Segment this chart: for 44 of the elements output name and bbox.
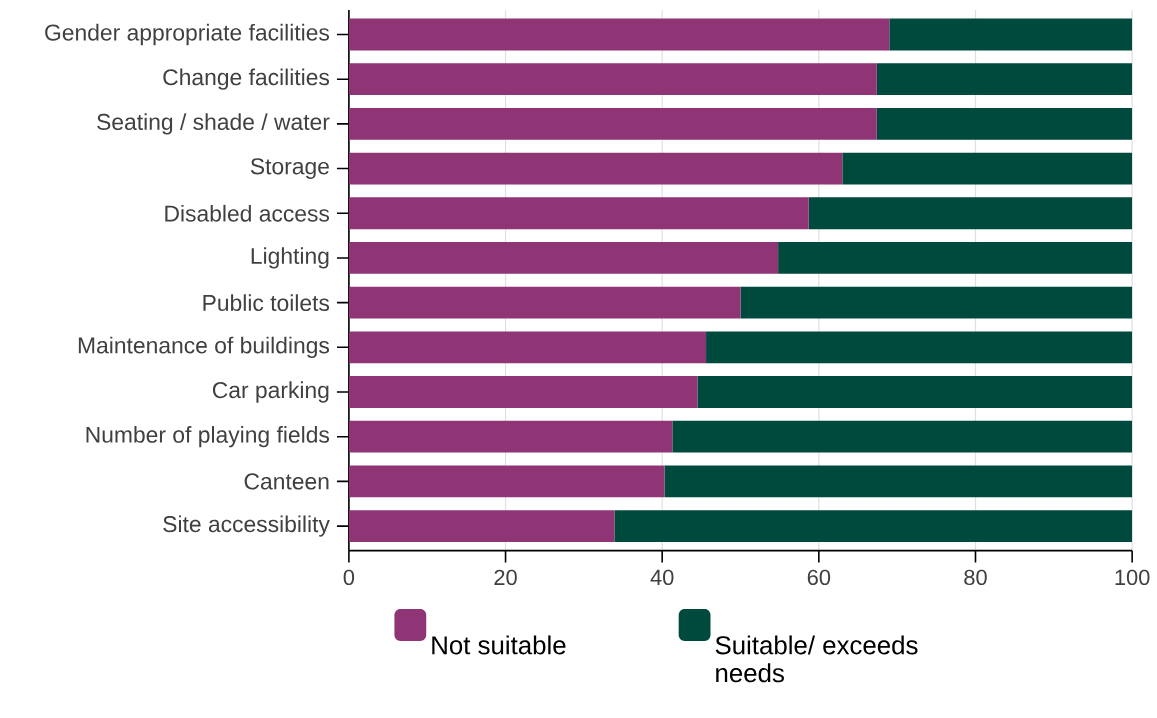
y-tick-label: Lighting bbox=[251, 247, 329, 269]
bar bbox=[740, 286, 1133, 319]
y-tick-label: Public toilets bbox=[203, 294, 330, 312]
y-tick-label: Storage bbox=[250, 158, 329, 180]
bar bbox=[889, 18, 1133, 51]
y-tick-label: Site accessibility bbox=[163, 515, 330, 537]
y-tick-label: Car parking bbox=[212, 381, 329, 403]
bar bbox=[348, 108, 877, 140]
bar bbox=[697, 376, 1133, 409]
bar bbox=[348, 376, 698, 409]
x-tick-label: 40 bbox=[650, 569, 674, 586]
bar bbox=[664, 465, 1133, 498]
bar bbox=[348, 465, 665, 498]
x-tick-label: 100 bbox=[1115, 569, 1150, 586]
x-tick-label: 20 bbox=[494, 569, 517, 586]
y-tick-label: Canteen bbox=[244, 473, 329, 490]
bar bbox=[348, 286, 741, 319]
legend-label: Suitable/ exceeds needs bbox=[715, 635, 918, 683]
bar bbox=[348, 197, 809, 230]
bar bbox=[348, 331, 707, 364]
bar bbox=[614, 510, 1133, 543]
x-tick-label: 80 bbox=[964, 569, 987, 586]
x-tick-label: 0 bbox=[343, 569, 355, 586]
y-tick-label: Maintenance of buildings bbox=[78, 336, 330, 359]
y-tick-label: Change facilities bbox=[163, 68, 330, 91]
bar bbox=[706, 331, 1133, 364]
bar bbox=[808, 197, 1133, 230]
bar bbox=[348, 63, 877, 96]
bar bbox=[348, 152, 843, 185]
y-tick-label: Disabled access bbox=[165, 205, 330, 222]
bar bbox=[348, 242, 779, 275]
bar bbox=[842, 152, 1133, 185]
bar bbox=[672, 420, 1133, 453]
bar bbox=[876, 108, 1133, 140]
y-tick-label: Gender appropriate facilities bbox=[45, 24, 330, 46]
bar bbox=[876, 63, 1133, 96]
bar bbox=[778, 242, 1133, 275]
bar bbox=[348, 420, 673, 453]
bar bbox=[348, 18, 890, 51]
bar bbox=[348, 510, 615, 543]
x-tick-label: 60 bbox=[807, 569, 831, 586]
legend-label: Not suitable bbox=[432, 635, 566, 655]
y-tick-label: Seating / shade / water bbox=[97, 113, 330, 135]
y-tick-label: Number of playing fields bbox=[86, 426, 330, 448]
